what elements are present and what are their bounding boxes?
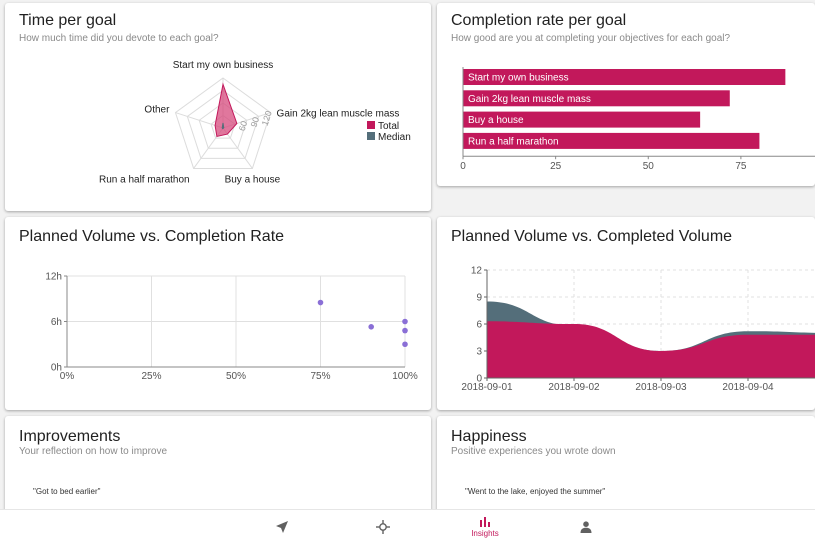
radar-tick-label: 120 (260, 110, 274, 127)
area-y-tick-label: 9 (476, 293, 482, 304)
scatter-y-tick-label: 6h (51, 317, 62, 328)
completion-rate-card: Completion rate per goal How good are yo… (437, 3, 815, 186)
area-chart: 0 3 6 9 12 2018-09-01 2018-09-02 2018-09-03 2018… (461, 266, 815, 393)
scatter-chart: 0% 25% 50% 75% 100% 0h 6h 12h (45, 272, 418, 383)
nav-item-insights[interactable]: Insights (455, 510, 515, 544)
completion-bar-label: Buy a house (468, 115, 524, 126)
nav-item-profile[interactable] (556, 510, 616, 544)
legend-swatch-median (367, 132, 375, 140)
legend-label-total: Total (378, 121, 399, 132)
radar-spoke-2 (222, 127, 253, 169)
area-x-tick-label: 2018-09-03 (635, 382, 687, 393)
completion-rate-subtitle: How good are you at completing your obje… (451, 33, 731, 44)
planned-vs-completed-card: Planned Volume vs. Completed Volume 0 3 6 9… (437, 217, 815, 410)
radar-axis-label: Start my own business (173, 60, 274, 71)
radar-axis-label: Buy a house (225, 174, 281, 185)
time-per-goal-title: Time per goal (19, 12, 117, 29)
bar-chart-icon (480, 516, 490, 527)
planned-vs-completed-title: Planned Volume vs. Completed Volume (451, 228, 733, 245)
nav-item-focus[interactable] (353, 510, 413, 544)
bottom-navigation: Insights (0, 509, 815, 544)
improvements-title: Improvements (19, 428, 121, 445)
completion-bar-label: Gain 2kg lean muscle mass (468, 94, 591, 105)
area-y-tick-label: 3 (476, 347, 482, 358)
happiness-card: Happiness Positive experiences you wrote… (437, 416, 815, 526)
completion-rate-title: Completion rate per goal (451, 12, 627, 29)
area-y-tick-label: 6 (476, 320, 482, 331)
improvements-subtitle: Your reflection on how to improve (19, 446, 168, 457)
scatter-x-tick-label: 0% (60, 371, 75, 382)
time-per-goal-card: Time per goal How much time did you devo… (5, 3, 431, 211)
radar-axis-label: Other (144, 105, 170, 116)
radar-series-median (221, 122, 225, 130)
legend-swatch-total (367, 121, 375, 129)
area-y-tick-label: 0 (476, 374, 482, 385)
area-x-tick-label: 2018-09-04 (722, 382, 774, 393)
crosshair-icon (376, 520, 390, 534)
scatter-x-tick-label: 75% (310, 371, 330, 382)
scatter-point (402, 341, 408, 348)
completion-bar (463, 111, 701, 128)
scatter-y-tick-label: 0h (51, 363, 62, 374)
happiness-subtitle: Positive experiences you wrote down (451, 446, 616, 457)
radar-grid-ring-3 (174, 77, 272, 169)
area-series-completed (487, 321, 815, 378)
completion-bar-label: Run a half marathon (468, 136, 559, 147)
radar-axis-label: Gain 2kg lean muscle mass (277, 109, 400, 120)
radar-grid-ring-1 (198, 102, 248, 149)
scatter-x-tick-label: 50% (226, 371, 246, 382)
time-per-goal-subtitle: How much time did you devote to each goa… (19, 33, 219, 44)
completion-bar-chart: Start my own business Gain 2kg lean muscl… (460, 67, 815, 172)
improvements-card: Improvements Your reflection on how to i… (5, 416, 431, 526)
happiness-quote: "Went to the lake, enjoyed the summer" (465, 487, 606, 496)
planned-vs-rate-title: Planned Volume vs. Completion Rate (19, 228, 285, 245)
planned-vs-rate-card: Planned Volume vs. Completion Rate 0% 25%… (5, 217, 431, 410)
area-y-tick-label: 12 (471, 266, 483, 277)
completion-bar (463, 132, 760, 149)
scatter-y-tick-label: 12h (45, 272, 62, 283)
legend-label-median: Median (378, 132, 411, 143)
radar-axis-label: Run a half marathon (99, 174, 190, 185)
completion-bar (463, 90, 730, 107)
scatter-point (317, 299, 324, 306)
navigation-arrow-icon (276, 521, 288, 533)
radar-tick-label: 90 (249, 116, 262, 129)
scatter-x-tick-label: 100% (392, 371, 418, 382)
scatter-point (402, 318, 408, 325)
radar-series-total (214, 82, 238, 138)
completion-x-tick-label: 50 (643, 161, 655, 172)
nav-item-navigate[interactable] (252, 510, 312, 544)
scatter-point (402, 327, 408, 334)
area-x-tick-label: 2018-09-01 (461, 382, 513, 393)
radar-grid-ring-2 (186, 89, 260, 159)
completion-x-tick-label: 25 (550, 161, 562, 172)
nav-item-insights-label: Insights (471, 528, 499, 538)
completion-x-tick-label: 75 (735, 161, 747, 172)
happiness-title: Happiness (451, 428, 527, 445)
person-icon (580, 521, 592, 533)
improvements-quote: "Got to bed earlier" (33, 487, 101, 496)
area-x-tick-label: 2018-09-02 (548, 382, 600, 393)
completion-x-tick-label: 0 (460, 161, 466, 172)
completion-bar (463, 69, 786, 85)
completion-bar-label: Start my own business (468, 73, 569, 84)
scatter-point (368, 324, 375, 330)
radar-tick-label: 60 (237, 120, 250, 133)
scatter-x-tick-label: 25% (141, 371, 161, 382)
